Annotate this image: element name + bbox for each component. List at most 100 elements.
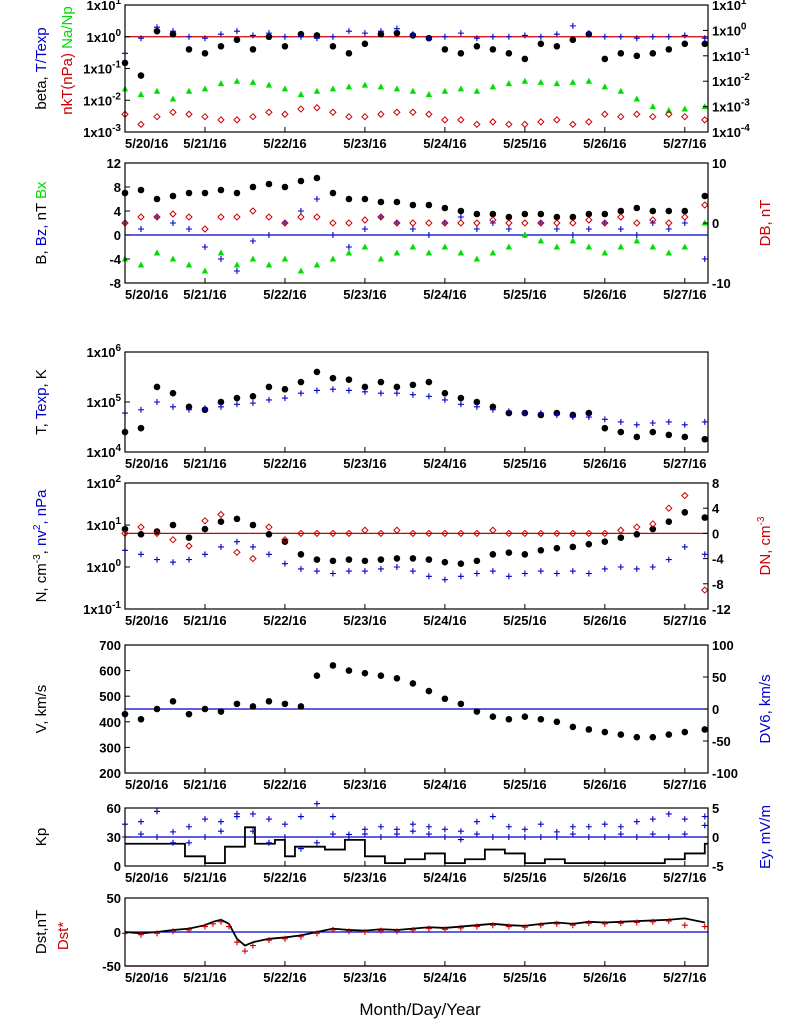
data-point — [425, 687, 433, 695]
x-tick-label: 5/23/16 — [343, 870, 386, 885]
data-point — [201, 816, 208, 823]
data-point — [265, 30, 272, 37]
series-blue — [122, 386, 708, 428]
y2-tick-label: 100 — [712, 638, 734, 653]
panel-n: 1x10-1 1x100 1x101 1x102 -12 -8 -4 0 4 8 5/20/16 5/… — [32, 474, 774, 628]
x-tick-label: 5/21/16 — [183, 777, 226, 792]
data-point — [441, 576, 448, 583]
data-point — [249, 207, 257, 215]
data-point — [361, 195, 369, 203]
data-point — [137, 35, 144, 42]
y2-tick-label: -10 — [712, 276, 731, 291]
data-point — [265, 839, 272, 846]
data-point — [185, 226, 192, 232]
data-point — [393, 831, 400, 838]
data-point — [505, 120, 513, 129]
data-point — [649, 103, 657, 110]
data-point — [649, 216, 657, 224]
x-tick-label: 5/20/16 — [125, 136, 168, 151]
data-point — [409, 529, 417, 538]
data-point — [201, 35, 208, 42]
data-point — [521, 551, 529, 558]
y2-tick-label: 10 — [712, 156, 726, 171]
data-point — [633, 237, 641, 244]
data-point — [617, 50, 625, 57]
data-point — [409, 821, 416, 828]
data-point — [617, 243, 625, 250]
data-point — [233, 515, 241, 523]
panel-b: -8 -4 0 4 8 12 -10 0 10 5/20/16 5/21/16 5/22/16 5/23… — [33, 156, 774, 302]
x-tick-label: 5/26/16 — [583, 456, 626, 471]
y-tick-label: 8 — [114, 180, 121, 195]
y-tick-label: 1x100 — [87, 558, 122, 575]
data-point — [281, 183, 289, 191]
data-point — [601, 33, 608, 40]
data-point — [537, 568, 544, 575]
data-point — [585, 210, 593, 218]
data-point — [409, 108, 417, 116]
data-point — [489, 210, 497, 218]
data-point — [185, 823, 192, 830]
y-tick-label: 1x101 — [87, 0, 122, 13]
data-point — [585, 920, 592, 927]
data-point — [569, 823, 576, 830]
data-point — [217, 708, 225, 715]
data-point — [601, 538, 609, 546]
data-point — [649, 564, 656, 570]
data-point — [217, 31, 224, 38]
data-point — [569, 22, 576, 29]
series-black — [121, 368, 709, 443]
data-point — [281, 834, 288, 840]
data-point — [585, 570, 592, 577]
data-point — [137, 72, 145, 79]
series-line — [124, 917, 705, 947]
data-point — [521, 32, 528, 39]
data-point — [473, 403, 480, 410]
data-point — [489, 713, 497, 720]
data-point — [329, 219, 337, 227]
y2-tick-label: 0 — [712, 526, 719, 541]
data-point — [553, 834, 560, 840]
data-point — [665, 834, 672, 840]
data-point — [701, 813, 708, 820]
data-point — [649, 113, 657, 121]
data-point — [281, 43, 289, 50]
data-point — [473, 35, 480, 42]
data-point — [681, 207, 689, 215]
data-point — [409, 555, 417, 562]
data-point — [281, 395, 288, 402]
data-point — [249, 400, 256, 407]
data-point — [345, 83, 353, 90]
data-point — [169, 403, 176, 410]
data-point — [617, 87, 625, 94]
data-point — [297, 177, 305, 185]
data-point — [201, 525, 209, 533]
data-point — [297, 208, 304, 214]
data-point — [441, 695, 449, 703]
data-point — [441, 243, 449, 250]
x-tick-label: 5/23/16 — [343, 136, 386, 151]
data-point — [701, 435, 709, 443]
series-black — [124, 917, 705, 947]
data-point — [585, 30, 592, 37]
data-point — [553, 226, 560, 232]
data-point — [601, 83, 609, 90]
data-point — [601, 565, 608, 572]
x-tick-label: 5/26/16 — [583, 777, 626, 792]
data-point — [633, 433, 641, 441]
data-point — [153, 705, 161, 713]
x-tick-label: 5/22/16 — [263, 970, 306, 985]
series-red — [121, 201, 709, 233]
data-point — [361, 383, 369, 391]
data-point — [457, 50, 465, 57]
data-point — [585, 834, 592, 840]
y2-tick-label: -50 — [712, 734, 731, 749]
y-tick-label: 300 — [99, 740, 121, 755]
data-point — [185, 46, 193, 53]
data-point — [201, 113, 209, 121]
data-point — [521, 410, 528, 417]
data-point — [137, 261, 145, 268]
x-tick-label: 5/24/16 — [423, 136, 466, 151]
data-point — [521, 219, 529, 227]
